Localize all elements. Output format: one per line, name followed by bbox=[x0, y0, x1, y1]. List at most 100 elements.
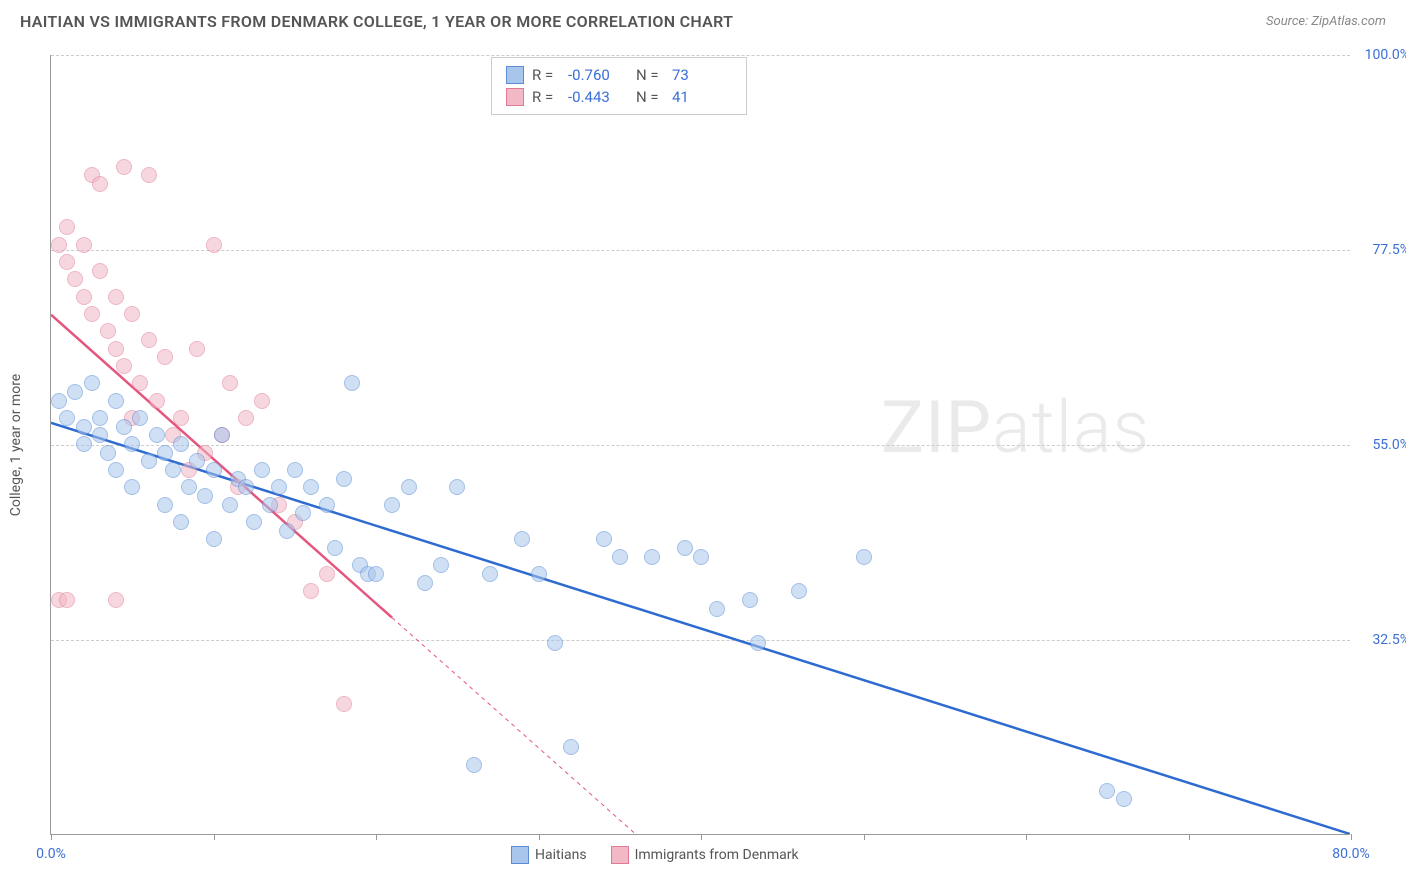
x-tick bbox=[539, 834, 540, 840]
scatter-point bbox=[254, 462, 270, 478]
scatter-point bbox=[206, 531, 222, 547]
scatter-point bbox=[132, 410, 148, 426]
y-tick-label: 32.5% bbox=[1355, 632, 1406, 648]
header: HAITIAN VS IMMIGRANTS FROM DENMARK COLLE… bbox=[0, 0, 1406, 39]
scatter-point bbox=[116, 358, 132, 374]
scatter-point bbox=[173, 514, 189, 530]
scatter-point bbox=[92, 427, 108, 443]
scatter-point bbox=[327, 540, 343, 556]
scatter-point bbox=[181, 479, 197, 495]
scatter-point bbox=[124, 306, 140, 322]
scatter-point bbox=[295, 505, 311, 521]
scatter-point bbox=[514, 531, 530, 547]
scatter-point bbox=[157, 445, 173, 461]
scatter-point bbox=[173, 410, 189, 426]
x-tick bbox=[1189, 834, 1190, 840]
gridline bbox=[51, 55, 1350, 56]
gridline bbox=[51, 640, 1350, 641]
watermark-bold: ZIP bbox=[881, 385, 992, 470]
legend-item: Immigrants from Denmark bbox=[611, 846, 799, 864]
scatter-point bbox=[303, 479, 319, 495]
scatter-point bbox=[319, 566, 335, 582]
scatter-point bbox=[149, 393, 165, 409]
scatter-point bbox=[189, 341, 205, 357]
trend-line bbox=[392, 618, 636, 834]
series-legend: Haitians Immigrants from Denmark bbox=[511, 846, 799, 864]
legend-row: R = -0.760 N = 73 bbox=[506, 64, 732, 86]
scatter-point bbox=[433, 557, 449, 573]
swatch-denmark bbox=[611, 846, 629, 864]
scatter-point bbox=[384, 497, 400, 513]
scatter-point bbox=[67, 384, 83, 400]
legend-row: R = -0.443 N = 41 bbox=[506, 86, 732, 108]
y-tick-label: 100.0% bbox=[1355, 47, 1406, 63]
scatter-point bbox=[92, 410, 108, 426]
scatter-point bbox=[165, 462, 181, 478]
r-value-denmark: -0.443 bbox=[568, 88, 628, 106]
scatter-plot: College, 1 year or more ZIPatlas 32.5%55… bbox=[50, 55, 1350, 835]
legend-label: Haitians bbox=[535, 847, 587, 863]
scatter-point bbox=[254, 393, 270, 409]
scatter-point bbox=[287, 462, 303, 478]
scatter-point bbox=[76, 237, 92, 253]
scatter-point bbox=[59, 254, 75, 270]
gridline bbox=[51, 445, 1350, 446]
scatter-point bbox=[124, 436, 140, 452]
x-tick bbox=[701, 834, 702, 840]
scatter-point bbox=[271, 479, 287, 495]
scatter-point bbox=[563, 739, 579, 755]
scatter-point bbox=[262, 497, 278, 513]
scatter-point bbox=[100, 445, 116, 461]
scatter-point bbox=[157, 497, 173, 513]
legend-label: Immigrants from Denmark bbox=[635, 847, 799, 863]
scatter-point bbox=[141, 453, 157, 469]
scatter-point bbox=[1116, 791, 1132, 807]
gridline bbox=[51, 250, 1350, 251]
r-label: R = bbox=[532, 66, 560, 84]
scatter-point bbox=[67, 271, 83, 287]
source-attribution: Source: ZipAtlas.com bbox=[1266, 14, 1386, 29]
scatter-point bbox=[401, 479, 417, 495]
scatter-point bbox=[449, 479, 465, 495]
scatter-point bbox=[368, 566, 384, 582]
scatter-point bbox=[279, 523, 295, 539]
x-tick bbox=[376, 834, 377, 840]
y-axis-label: College, 1 year or more bbox=[8, 373, 24, 515]
scatter-point bbox=[791, 583, 807, 599]
y-tick-label: 55.0% bbox=[1355, 437, 1406, 453]
swatch-denmark bbox=[506, 88, 524, 106]
r-label: R = bbox=[532, 88, 560, 106]
scatter-point bbox=[693, 549, 709, 565]
scatter-point bbox=[116, 159, 132, 175]
scatter-point bbox=[1099, 783, 1115, 799]
scatter-point bbox=[59, 592, 75, 608]
scatter-point bbox=[76, 419, 92, 435]
scatter-point bbox=[303, 583, 319, 599]
scatter-point bbox=[417, 575, 433, 591]
scatter-point bbox=[116, 419, 132, 435]
trend-line bbox=[51, 315, 392, 618]
scatter-point bbox=[336, 696, 352, 712]
scatter-point bbox=[100, 323, 116, 339]
scatter-point bbox=[677, 540, 693, 556]
scatter-point bbox=[222, 497, 238, 513]
chart-title: HAITIAN VS IMMIGRANTS FROM DENMARK COLLE… bbox=[20, 12, 733, 31]
n-value-haitians: 73 bbox=[672, 66, 732, 84]
scatter-point bbox=[336, 471, 352, 487]
scatter-point bbox=[466, 757, 482, 773]
scatter-point bbox=[59, 410, 75, 426]
x-tick bbox=[1351, 834, 1352, 840]
scatter-point bbox=[319, 497, 335, 513]
scatter-point bbox=[173, 436, 189, 452]
scatter-point bbox=[206, 462, 222, 478]
scatter-point bbox=[709, 601, 725, 617]
x-tick-label: 80.0% bbox=[1332, 846, 1370, 862]
scatter-point bbox=[84, 375, 100, 391]
scatter-point bbox=[92, 176, 108, 192]
scatter-point bbox=[141, 332, 157, 348]
n-value-denmark: 41 bbox=[672, 88, 732, 106]
scatter-point bbox=[108, 462, 124, 478]
scatter-point bbox=[612, 549, 628, 565]
r-value-haitians: -0.760 bbox=[568, 66, 628, 84]
x-tick bbox=[51, 834, 52, 840]
